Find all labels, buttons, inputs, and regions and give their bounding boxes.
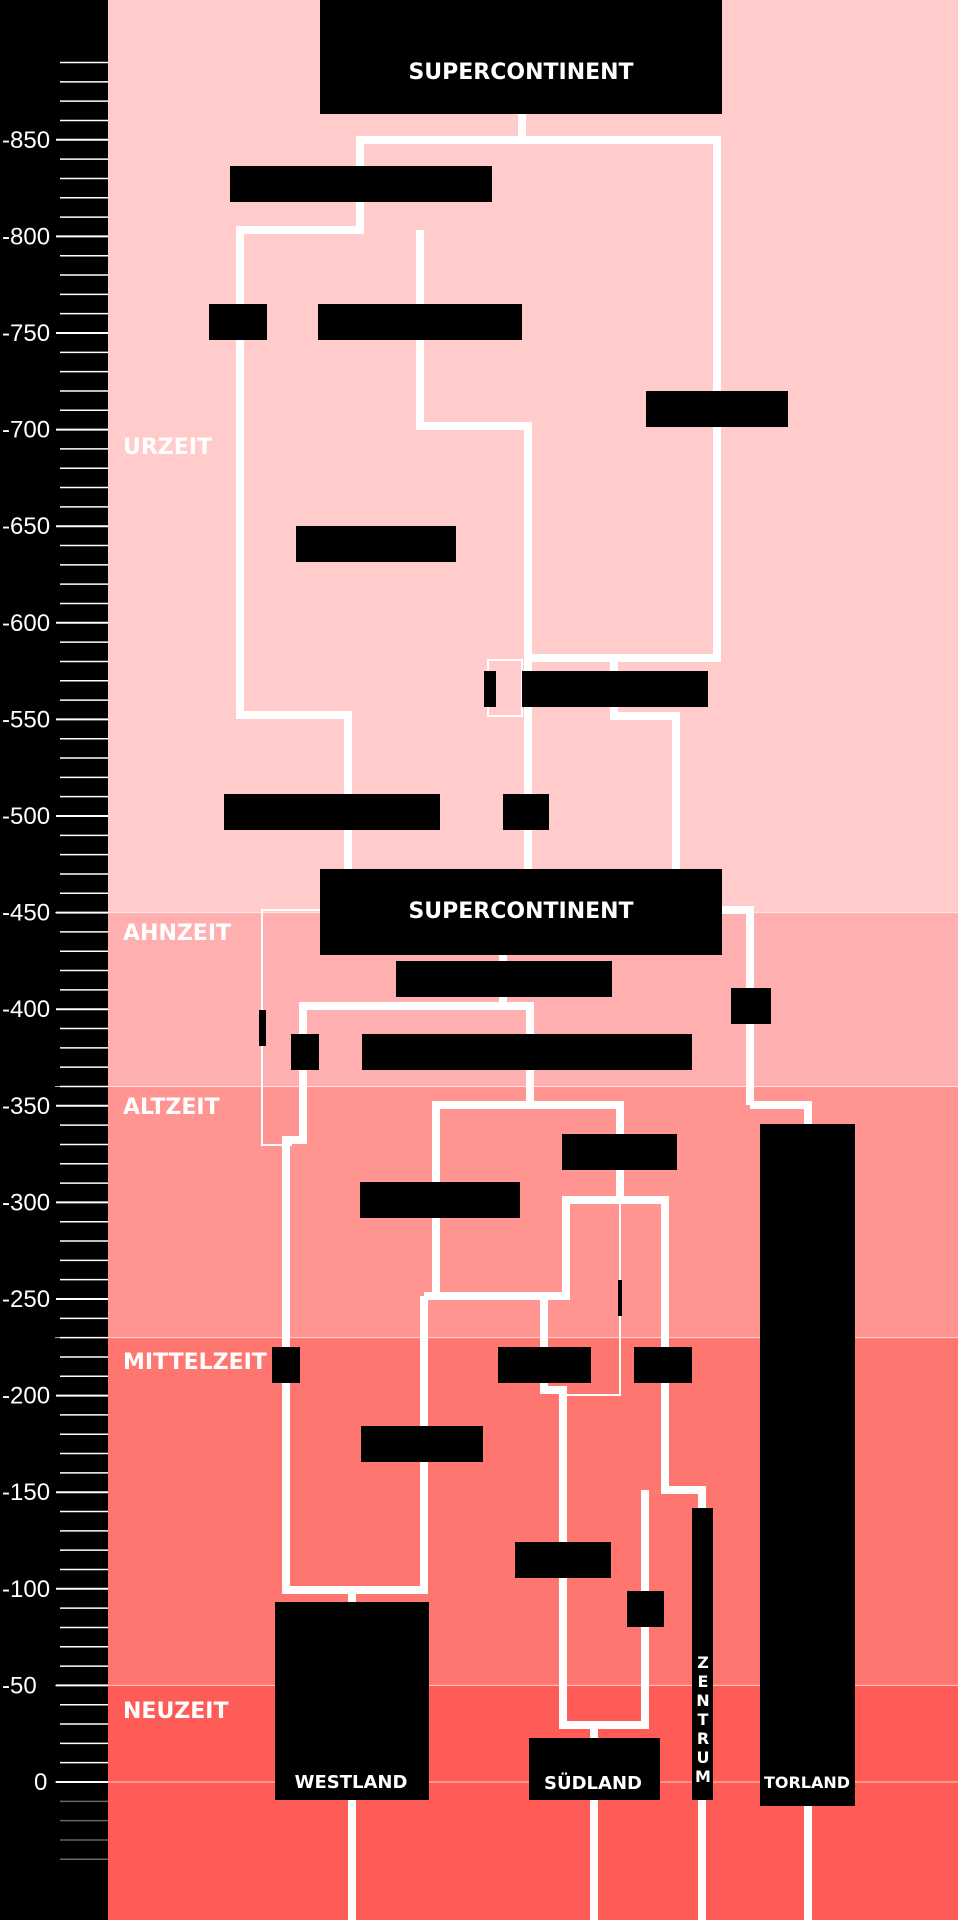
lineage-altzeit-fan xyxy=(432,1101,530,1296)
node-box xyxy=(627,1591,664,1627)
tick-label: -700 xyxy=(2,417,50,444)
tick-label: -650 xyxy=(2,513,50,540)
node-boxes xyxy=(209,0,855,1806)
node-box-torland xyxy=(760,1124,855,1806)
node-box xyxy=(259,1010,266,1046)
supercontinent-top-label: SUPERCONTINENT xyxy=(408,60,633,85)
time-axis-ticks: -850-800-750-700-650-600-550-500-450-400… xyxy=(2,61,958,1861)
westland-label: WESTLAND xyxy=(295,1772,408,1793)
era-label: MITTELZEIT xyxy=(123,1350,267,1375)
era-label: ALTZEIT xyxy=(123,1095,220,1120)
era-labels: URZEIT AHNZEIT ALTZEIT MITTELZEIT NEUZEIT xyxy=(123,435,267,1724)
tick-label: -800 xyxy=(2,223,50,250)
tick-label: -450 xyxy=(2,900,50,927)
node-box xyxy=(484,671,496,707)
node-box xyxy=(498,1347,591,1383)
supercontinent-mid-label: SUPERCONTINENT xyxy=(408,899,633,924)
tick-label: -100 xyxy=(2,1576,50,1603)
node-box xyxy=(224,794,440,830)
tick-label: -750 xyxy=(2,320,50,347)
node-box xyxy=(230,166,492,202)
node-box xyxy=(320,0,722,114)
era-label: URZEIT xyxy=(123,435,212,460)
tick-label: -400 xyxy=(2,996,50,1023)
node-box xyxy=(515,1542,611,1578)
lineage-west-split xyxy=(282,1002,503,1594)
node-box xyxy=(361,1426,483,1462)
tick-label: -500 xyxy=(2,803,50,830)
node-box xyxy=(522,671,708,707)
lineage-central-loop xyxy=(424,1196,620,1300)
tick-label: -300 xyxy=(2,1189,50,1216)
lineage-torland-stem xyxy=(750,1101,812,1125)
time-axis-strip xyxy=(0,0,108,1920)
tick-label: -200 xyxy=(2,1383,50,1410)
node-box xyxy=(646,391,788,427)
tick-label: -600 xyxy=(2,610,50,637)
node-box xyxy=(731,988,771,1024)
tick-label: -150 xyxy=(2,1479,50,1506)
era-band xyxy=(108,0,958,913)
tick-label: -350 xyxy=(2,1093,50,1120)
tick-label: -50 xyxy=(2,1672,37,1699)
era-label: NEUZEIT xyxy=(123,1699,228,1724)
node-box xyxy=(296,526,456,562)
thin-connector-c xyxy=(563,1200,621,1396)
node-box xyxy=(618,1280,622,1316)
node-box xyxy=(503,794,549,830)
node-box xyxy=(209,304,267,340)
node-box xyxy=(634,1347,692,1383)
node-box xyxy=(562,1134,677,1170)
lineage-top-trunk xyxy=(236,112,526,870)
node-box xyxy=(396,961,612,997)
tick-label: 0 xyxy=(34,1769,47,1796)
suedland-label: SÜDLAND xyxy=(544,1772,642,1794)
lineage-central-right xyxy=(620,1196,706,1510)
node-box-westland xyxy=(275,1602,429,1800)
node-box xyxy=(362,1034,692,1070)
node-box-suedland xyxy=(529,1738,660,1800)
node-box xyxy=(360,1182,520,1218)
tick-label: -250 xyxy=(2,1286,50,1313)
node-box xyxy=(272,1347,300,1383)
tick-label: -850 xyxy=(2,127,50,154)
lineage-sued-branch xyxy=(540,1292,649,1729)
node-box xyxy=(291,1034,319,1070)
lineage-ahnzeit-right xyxy=(716,906,754,1105)
tick-label: -550 xyxy=(2,706,50,733)
torland-label: TORLAND xyxy=(764,1773,850,1792)
node-box-zentrum xyxy=(692,1508,713,1800)
era-label: AHNZEIT xyxy=(123,921,231,946)
node-box xyxy=(318,304,522,340)
node-box xyxy=(320,869,722,955)
